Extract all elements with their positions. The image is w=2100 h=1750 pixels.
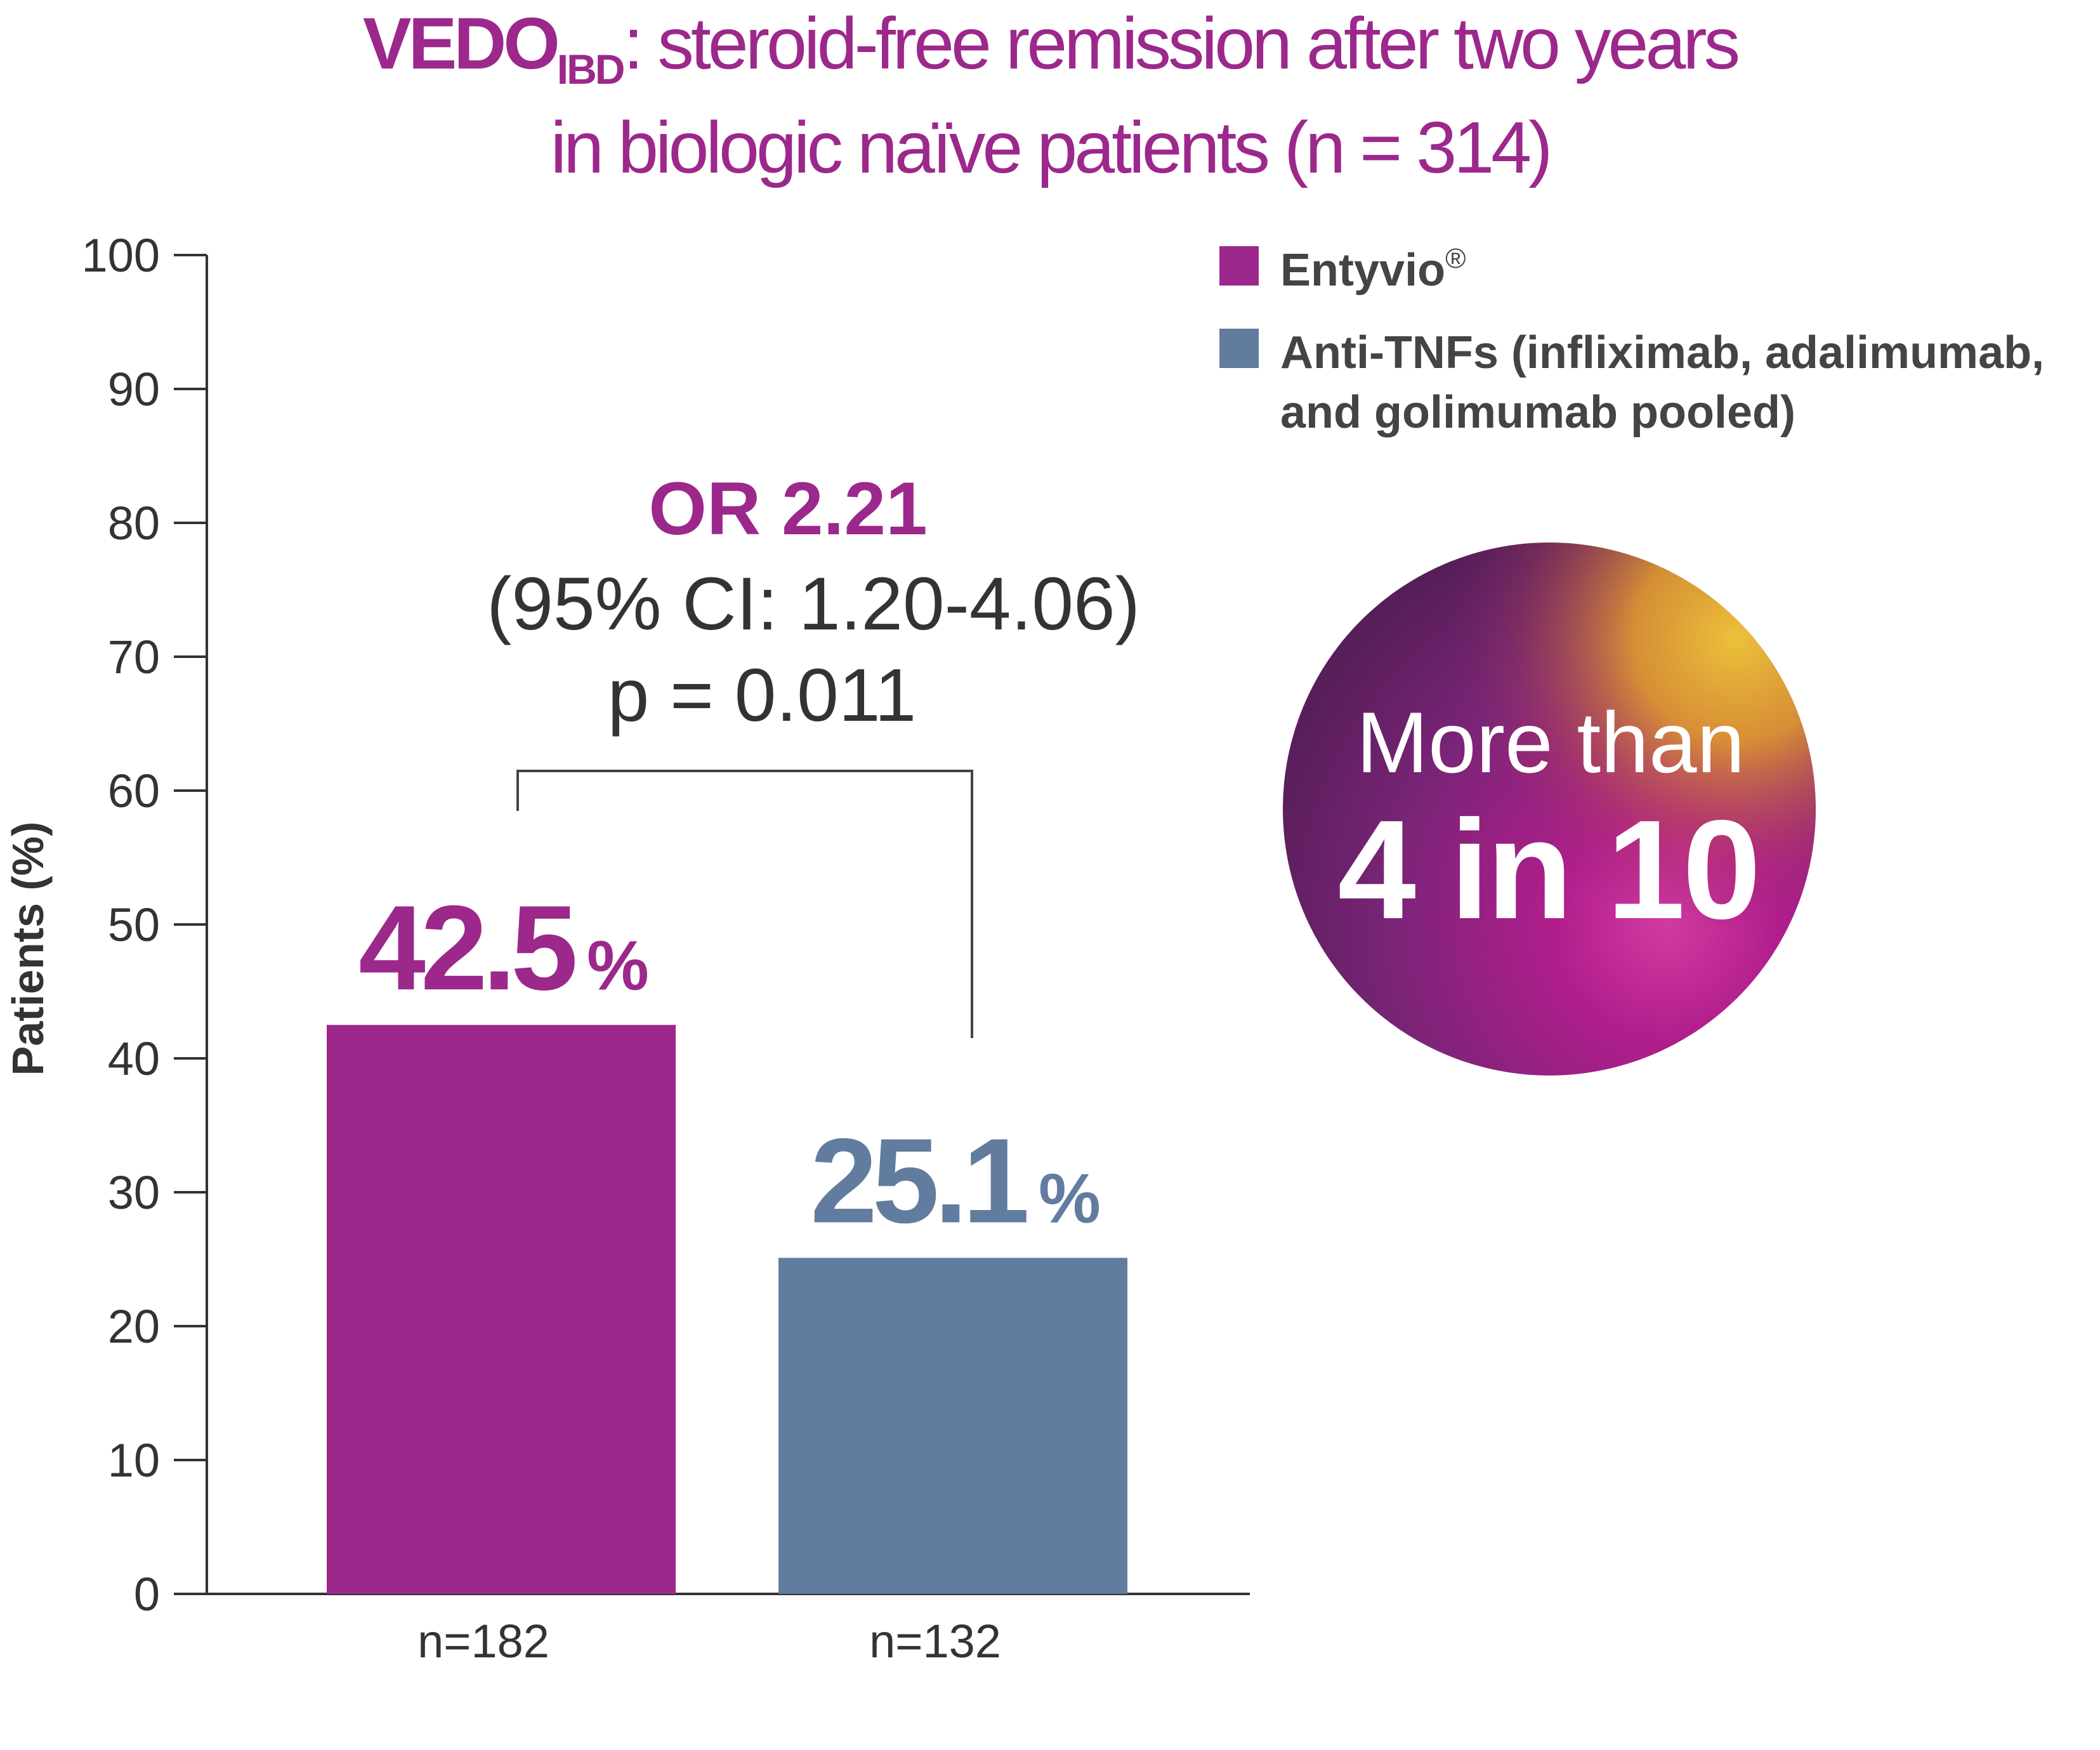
y-tick-label: 80 <box>108 497 160 549</box>
y-tick-label: 40 <box>108 1032 160 1085</box>
y-tick-label: 100 <box>82 229 160 282</box>
title-brand: VEDO <box>363 3 557 84</box>
y-tick-label: 70 <box>108 631 160 683</box>
y-tick-label: 90 <box>108 363 160 416</box>
x-category-label: n=182 <box>417 1615 549 1668</box>
y-tick-label: 60 <box>108 765 160 817</box>
bars: 42.5 % n=182 25.1 % n=132 <box>327 881 1127 1668</box>
registered-mark: ® <box>1445 243 1466 274</box>
chart-title: VEDOIBD: steroid-free remission after tw… <box>363 3 1738 93</box>
legend-entyvio-name: Entyvio <box>1280 245 1445 296</box>
legend-label-anti-tnf-line1: Anti-TNFs (infliximab, adalimumab, <box>1280 327 2044 378</box>
y-tick-label: 30 <box>108 1166 160 1219</box>
legend-label-anti-tnf-line2: and golimumab pooled) <box>1280 387 1795 438</box>
legend-swatch-entyvio <box>1219 246 1259 286</box>
badge-line1: More than <box>1356 694 1745 791</box>
y-tick-label: 10 <box>108 1434 160 1487</box>
title-line1: : steroid-free remission after two years <box>623 3 1738 84</box>
odds-ratio-label: OR 2.21 <box>648 467 927 551</box>
significance-bracket <box>516 770 973 1038</box>
title-brand-subscript: IBD <box>557 46 624 93</box>
legend-swatch-anti-tnf <box>1219 329 1259 368</box>
y-tick-label: 20 <box>108 1300 160 1353</box>
y-tick-label: 50 <box>108 898 160 951</box>
bar-value-label: 42.5% <box>358 881 647 1015</box>
legend-label-entyvio: Entyvio® <box>1280 243 1466 296</box>
y-tick-label: 0 <box>134 1568 160 1621</box>
x-category-label: n=132 <box>869 1615 1001 1668</box>
highlight-badge: More than 4 in 10 <box>1283 543 1816 1076</box>
bar-value-label: 25.1% <box>810 1114 1099 1248</box>
confidence-interval-label: (95% CI: 1.20-4.06) <box>487 562 1140 646</box>
axes: 0 10 20 30 40 50 60 70 80 90 100 <box>82 229 1250 1621</box>
bar <box>778 1258 1127 1594</box>
badge-line2: 4 in 10 <box>1337 791 1758 949</box>
y-axis-title: Patients (%) <box>3 822 53 1076</box>
bar <box>327 1025 676 1594</box>
p-value-label: p = 0.011 <box>608 654 917 737</box>
chart-title-line2: in biologic naïve patients (n = 314) <box>551 107 1550 188</box>
